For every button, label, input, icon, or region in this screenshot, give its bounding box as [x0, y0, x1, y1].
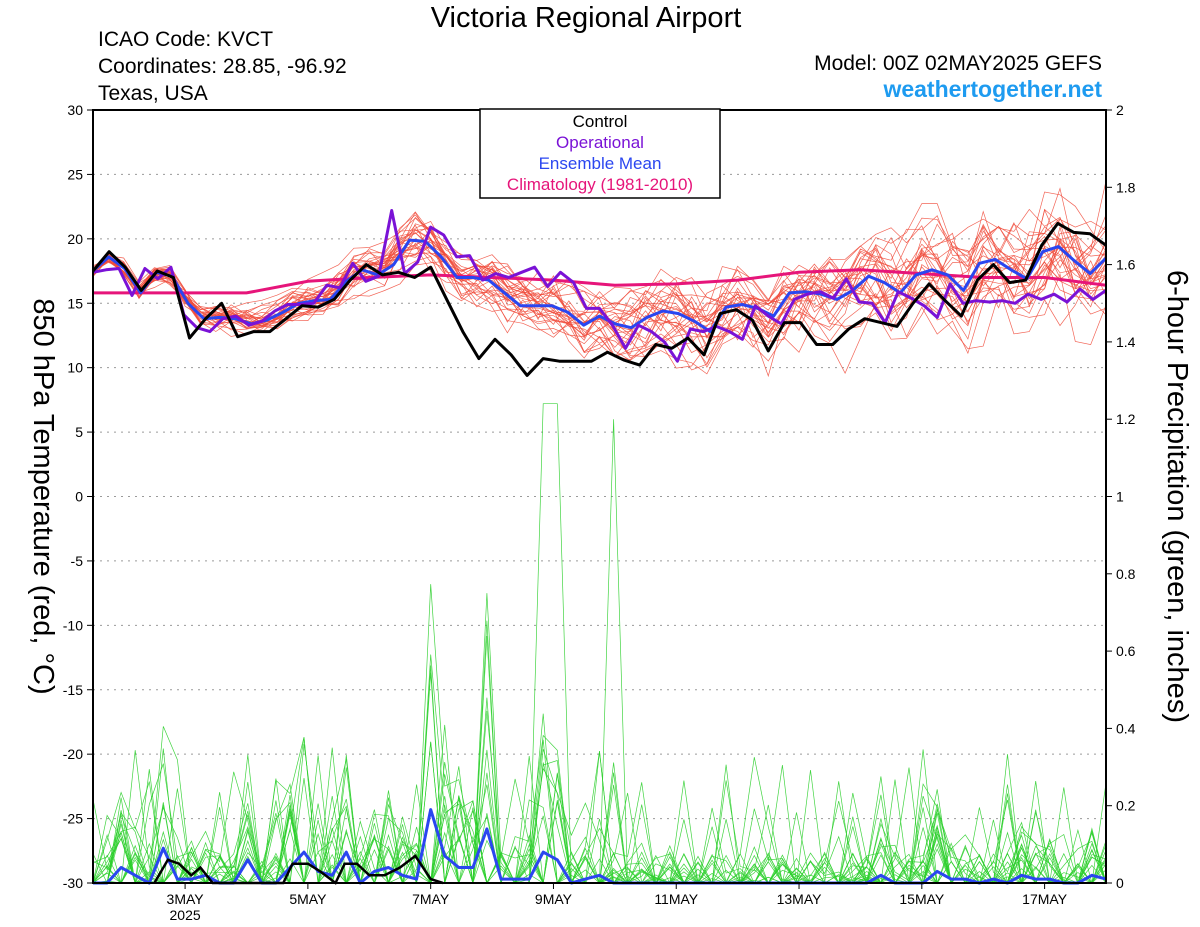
left-tick-label: -30	[63, 875, 83, 891]
left-tick-label: 15	[67, 295, 83, 311]
left-tick-label: -20	[63, 746, 83, 762]
operational-temperature-line	[92, 209, 1107, 363]
left-tick-label: -10	[63, 617, 83, 633]
grid-lines	[93, 173, 1106, 820]
icao-code: ICAO Code: KVCT	[98, 28, 274, 51]
x-tick-label: 15MAY	[899, 891, 945, 907]
left-tick-label: 25	[67, 166, 83, 182]
legend-entry: Operational	[556, 133, 644, 152]
precip-members	[92, 403, 1107, 885]
left-tick-label: 5	[75, 424, 83, 440]
x-tick-label: 11MAY	[654, 891, 698, 907]
chart-title: Victoria Regional Airport	[430, 2, 742, 34]
right-tick-label: 1.6	[1116, 257, 1136, 273]
left-tick-label: 10	[67, 360, 83, 376]
precip-member-line	[93, 793, 1106, 884]
coordinates: Coordinates: 28.85, -96.92	[98, 55, 347, 78]
website-link[interactable]: weathertogether.net	[883, 76, 1102, 102]
left-tick-label: 20	[67, 231, 83, 247]
left-tick-label: 30	[67, 102, 83, 118]
climatology-line	[93, 268, 1107, 295]
temperature-member-line	[92, 208, 1107, 365]
temperature-member-line	[92, 223, 1107, 359]
left-tick-label: -5	[71, 553, 84, 569]
legend: Control Operational Ensemble Mean Climatolo…	[479, 108, 721, 199]
right-tick-label: 2	[1116, 102, 1124, 118]
temperature-member-line	[92, 187, 1107, 338]
right-tick-label: 0.6	[1116, 643, 1136, 659]
control-temperature-line	[91, 221, 1107, 377]
right-tick-label: 0.8	[1116, 566, 1136, 582]
right-tick-label: 0.4	[1116, 720, 1136, 736]
temperature-member-line	[92, 238, 1107, 344]
right-tick-label: 1.8	[1116, 179, 1136, 195]
right-tick-label: 1.4	[1116, 334, 1136, 350]
model-run: Model: 00Z 02MAY2025 GEFS	[814, 52, 1102, 75]
temperature-member-line	[92, 225, 1107, 357]
x-tick-label: 3MAY	[167, 891, 205, 907]
axes: 302520151050-5-10-15-20-25-3021.81.61.41…	[27, 102, 1193, 923]
right-tick-label: 1.2	[1116, 411, 1136, 427]
main-series	[91, 209, 1108, 885]
x-tick-sublabel: 2025	[170, 907, 201, 923]
y-axis-right-title: 6-hour Precipitation (green, inches)	[1161, 270, 1193, 723]
left-tick-label: -15	[63, 682, 83, 698]
temperature-members	[92, 180, 1107, 378]
legend-box	[479, 108, 721, 199]
right-tick-label: 0	[1116, 875, 1124, 891]
x-tick-label: 7MAY	[412, 891, 450, 907]
precip-member-line	[92, 780, 1107, 885]
right-tick-label: 1	[1116, 489, 1124, 505]
control-precip-line	[153, 854, 444, 885]
temperature-member-line	[92, 238, 1107, 375]
left-tick-label: -25	[63, 811, 83, 827]
x-tick-label: 17MAY	[1022, 891, 1068, 907]
region: Texas, USA	[98, 82, 208, 105]
right-tick-label: 0.2	[1116, 798, 1136, 814]
x-tick-label: 9MAY	[535, 891, 573, 907]
left-tick-label: 0	[75, 489, 83, 505]
x-tick-label: 13MAY	[777, 891, 823, 907]
legend-entry: Control	[573, 112, 628, 131]
y-axis-left-title: 850 hPa Temperature (red, °C)	[27, 298, 59, 694]
legend-entry: Ensemble Mean	[539, 154, 662, 173]
x-tick-label: 5MAY	[289, 891, 327, 907]
legend-entry: Climatology (1981-2010)	[507, 175, 693, 194]
precip-member-line	[93, 734, 1106, 885]
temperature-member-line	[92, 220, 1107, 334]
